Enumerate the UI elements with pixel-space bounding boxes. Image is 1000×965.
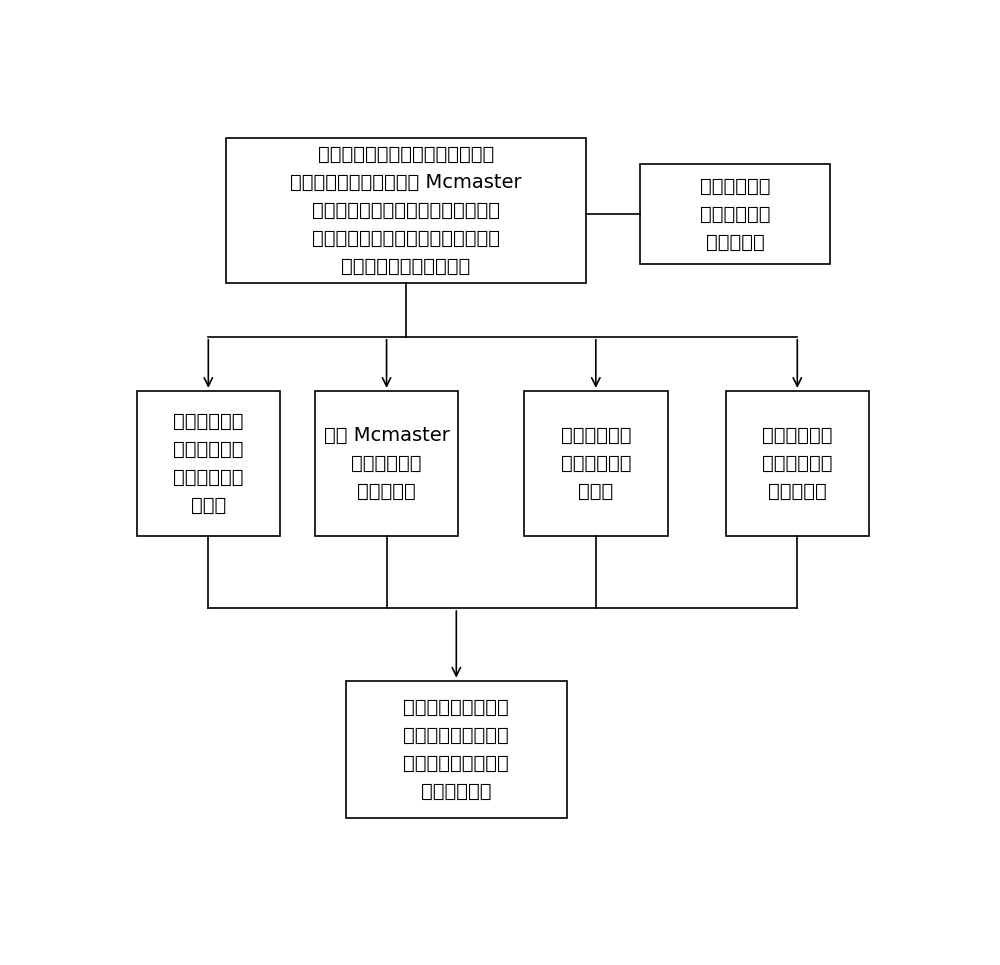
- Text: 利用改进的加
利福尼亚算法
计算出道路拥
堵状态: 利用改进的加 利福尼亚算法 计算出道路拥 堵状态: [173, 412, 244, 514]
- Text: 根据各个算法计算的
结果以及配置的结果
权重占比计算出当前
道路拥堵状态: 根据各个算法计算的 结果以及配置的结果 权重占比计算出当前 道路拥堵状态: [403, 698, 509, 801]
- Text: 根据不同需求对车流检测设备按时
段、路段、设备类型设置 Mcmaster
算法、慢速算法、山东高速算法的阈
值、结果权重占比以及改进的加利福
尼亚算法的结果权重: 根据不同需求对车流检测设备按时 段、路段、设备类型设置 Mcmaster 算法、…: [290, 145, 522, 276]
- Bar: [315, 391, 458, 536]
- Text: 获取车流检测
设备测得的基
本交通数据: 获取车流检测 设备测得的基 本交通数据: [700, 177, 771, 252]
- Bar: [640, 164, 830, 264]
- Bar: [524, 391, 668, 536]
- Text: 利用慢速算法
计算出道路拥
堵状态: 利用慢速算法 计算出道路拥 堵状态: [561, 426, 631, 501]
- Bar: [726, 391, 869, 536]
- Bar: [226, 138, 586, 283]
- Text: 利用 Mcmaster
算法计算出道
路拥堵状态: 利用 Mcmaster 算法计算出道 路拥堵状态: [324, 426, 450, 501]
- Bar: [137, 391, 280, 536]
- Bar: [346, 680, 567, 818]
- Text: 利用山东高速
算法计算出道
路拥堵状态: 利用山东高速 算法计算出道 路拥堵状态: [762, 426, 833, 501]
